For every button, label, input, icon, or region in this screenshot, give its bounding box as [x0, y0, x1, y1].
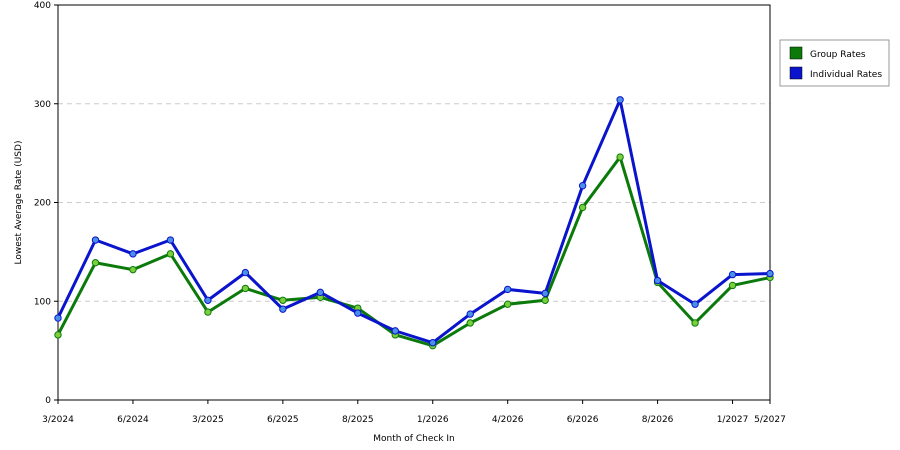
x-axis: 3/2024 6/2024 3/2025 6/2025 8/2025 1/2026 4/20…	[42, 400, 786, 425]
data-point	[503, 285, 512, 294]
data-point	[578, 182, 587, 190]
x-tick-label: 3/2025	[192, 415, 224, 425]
data-point	[129, 265, 137, 274]
series-1	[54, 96, 774, 347]
legend: Group Rates Individual Rates	[779, 39, 890, 87]
x-tick-label: 1/2027	[717, 415, 749, 425]
y-tick-label: 200	[34, 199, 51, 209]
data-point	[503, 300, 512, 308]
data-point	[653, 276, 662, 285]
x-tick-label: 6/2024	[117, 415, 149, 425]
data-point	[466, 319, 474, 327]
data-point	[728, 270, 737, 279]
data-point	[166, 236, 175, 244]
data-point	[166, 250, 175, 258]
data-point	[129, 250, 137, 258]
x-tick-label: 8/2026	[642, 415, 674, 425]
x-tick-label: 5/2027	[754, 415, 786, 425]
data-point	[429, 339, 437, 347]
data-point	[204, 296, 212, 304]
data-point	[54, 314, 62, 322]
y-tick-label: 100	[34, 297, 51, 307]
legend-label-group-rates: Group Rates	[810, 50, 866, 60]
x-tick-label: 8/2025	[342, 415, 374, 425]
data-point	[391, 327, 399, 335]
data-point	[691, 319, 699, 327]
series-line	[56, 98, 771, 345]
data-point	[91, 236, 100, 244]
legend-swatch-group-rates	[789, 46, 803, 60]
data-point	[466, 310, 474, 318]
data-point	[316, 288, 325, 297]
data-point	[691, 300, 699, 308]
x-tick-label: 3/2024	[42, 415, 74, 425]
data-point	[616, 153, 624, 161]
y-axis-title: Lowest Average Rate (USD)	[14, 141, 24, 265]
series-line	[56, 155, 771, 348]
data-point	[578, 203, 587, 212]
x-tick-label: 1/2026	[417, 415, 449, 425]
data-point	[279, 305, 287, 313]
data-point	[91, 259, 100, 267]
data-point	[541, 289, 549, 298]
legend-label-individual-rates: Individual Rates	[810, 70, 882, 80]
legend-swatch-individual-rates	[789, 66, 803, 80]
data-point	[241, 284, 250, 293]
y-tick-label: 300	[34, 100, 51, 110]
x-axis-title: Month of Check In	[373, 434, 455, 444]
grid-lines	[58, 103, 770, 302]
data-point	[541, 296, 549, 304]
data-point	[204, 308, 212, 316]
data-point	[54, 331, 62, 339]
y-tick-label: 0	[45, 396, 51, 406]
data-point	[728, 281, 737, 290]
data-point	[766, 269, 774, 278]
y-axis: 0 100 200 300 400	[34, 1, 58, 406]
y-tick-label: 400	[34, 1, 51, 11]
x-tick-label: 6/2025	[267, 415, 299, 425]
data-point	[354, 309, 362, 317]
data-point	[279, 296, 287, 304]
x-tick-label: 6/2026	[567, 415, 599, 425]
series-layer	[54, 96, 774, 350]
series-0	[54, 153, 774, 350]
data-point	[241, 268, 250, 277]
data-point	[616, 96, 624, 104]
x-tick-label: 4/2026	[492, 415, 524, 425]
